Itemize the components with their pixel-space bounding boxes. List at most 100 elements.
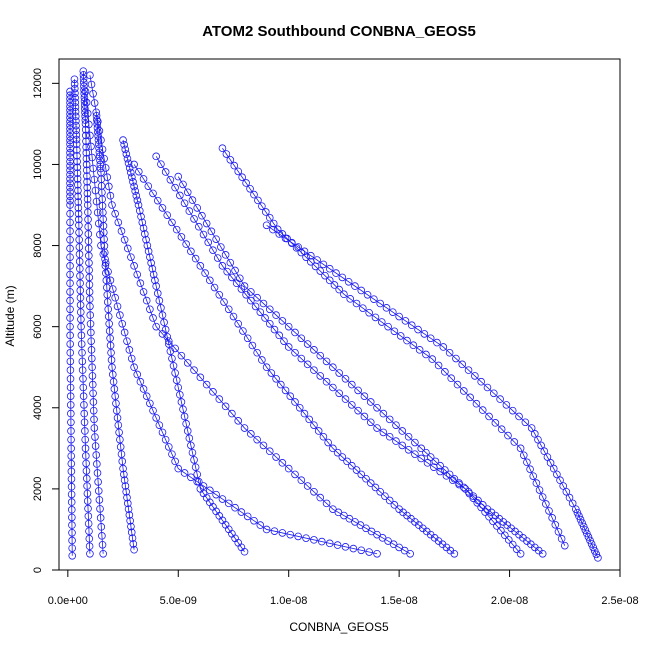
data-point (73, 175, 82, 183)
data-point (422, 350, 430, 359)
data-point (105, 182, 113, 191)
data-point (310, 346, 318, 354)
data-point (137, 212, 145, 221)
data-point (68, 536, 76, 545)
data-point (108, 363, 116, 372)
data-point (578, 519, 586, 527)
data-point (546, 459, 555, 467)
data-point (340, 290, 348, 299)
data-point (262, 221, 271, 230)
data-point (248, 341, 257, 350)
data-point (202, 380, 211, 389)
data-point (87, 346, 96, 354)
data-point (357, 286, 366, 295)
data-point (179, 405, 187, 414)
data-point (104, 305, 113, 314)
data-point (83, 497, 92, 505)
data-point (554, 527, 563, 536)
data-point (303, 340, 312, 348)
data-point (75, 235, 83, 244)
data-point (105, 319, 113, 328)
data-point (66, 288, 74, 296)
data-point (66, 149, 74, 157)
data-point (79, 67, 88, 75)
data-point (234, 319, 243, 328)
data-point (417, 454, 426, 463)
data-point (81, 105, 89, 113)
data-point (148, 264, 157, 273)
data-point (141, 230, 149, 238)
data-point (123, 337, 131, 345)
data-point (218, 144, 227, 153)
data-point (311, 262, 320, 271)
data-point (97, 168, 105, 177)
data-point (471, 372, 479, 380)
data-point (66, 117, 74, 126)
data-point (89, 398, 98, 406)
data-point (537, 441, 545, 450)
data-point (562, 487, 571, 496)
data-point (218, 495, 227, 503)
data-point (295, 403, 304, 412)
data-point (592, 550, 601, 559)
data-point (325, 264, 334, 273)
data-point (450, 474, 459, 483)
data-point (66, 196, 74, 205)
data-point (378, 534, 387, 542)
data-point (66, 305, 74, 314)
data-point (157, 160, 165, 168)
data-point (586, 536, 594, 545)
data-point (160, 318, 168, 327)
data-point (86, 302, 94, 311)
data-point (453, 380, 462, 389)
data-point (133, 370, 142, 379)
data-point (345, 514, 354, 523)
data-point (146, 305, 154, 314)
data-point (221, 251, 230, 259)
data-point (166, 175, 175, 184)
data-point (346, 295, 355, 303)
data-point (235, 274, 244, 283)
data-point (72, 121, 80, 130)
data-point (125, 164, 134, 172)
data-point (348, 401, 356, 409)
data-point (93, 460, 101, 468)
data-point (379, 428, 388, 437)
data-point (247, 296, 255, 305)
data-point (66, 129, 74, 137)
data-point (407, 321, 416, 330)
data-point (66, 357, 75, 366)
data-point (93, 120, 101, 128)
data-point (180, 469, 189, 477)
data-point (68, 544, 76, 552)
data-point (107, 356, 116, 364)
data-point (477, 377, 485, 386)
data-point (128, 534, 137, 542)
data-point (82, 143, 90, 151)
data-point (96, 164, 105, 173)
data-point (71, 89, 79, 97)
data-point (381, 492, 389, 500)
data-point (460, 387, 468, 395)
data-point (238, 173, 246, 181)
data-point (82, 149, 91, 157)
data-point (149, 189, 157, 198)
data-point (265, 305, 274, 314)
data-point (67, 444, 75, 453)
data-point (66, 218, 74, 227)
data-point (152, 152, 160, 161)
data-point (88, 380, 97, 389)
data-point (127, 528, 136, 537)
data-point (66, 322, 74, 331)
data-point (89, 89, 97, 98)
data-point (161, 435, 170, 444)
data-point (82, 154, 91, 163)
data-point (87, 142, 95, 151)
data-point (103, 283, 111, 292)
data-point (234, 417, 243, 425)
data-point (66, 366, 75, 374)
data-point (114, 421, 123, 429)
data-point (77, 340, 86, 348)
data-point (519, 451, 528, 460)
